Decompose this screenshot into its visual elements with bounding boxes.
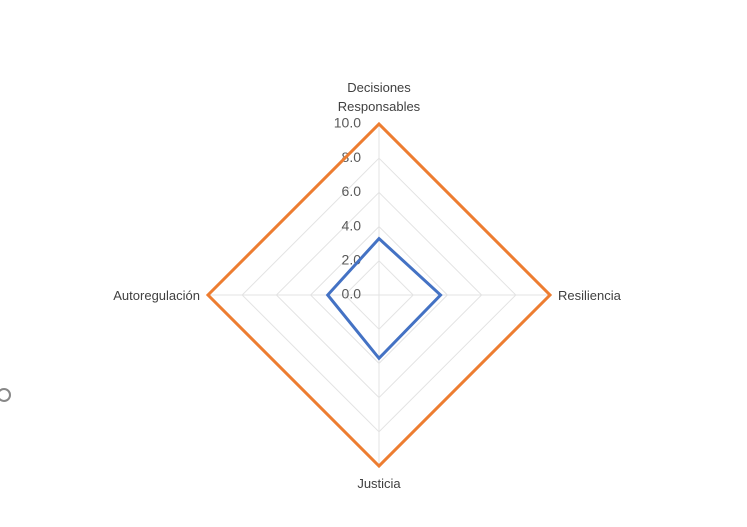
category-label: Justicia: [357, 476, 401, 491]
series-line: [325, 236, 443, 361]
category-label: Autoregulación: [113, 287, 200, 303]
tick-label: 6.0: [342, 183, 362, 199]
tick-label: 4.0: [342, 217, 362, 233]
edge-icon: [0, 388, 11, 402]
category-label: Resiliencia: [558, 287, 621, 303]
category-label: Decisiones Responsables: [337, 80, 421, 114]
series-line: [205, 121, 553, 469]
tick-label: 8.0: [342, 149, 362, 165]
tick-label: 0.0: [342, 286, 362, 302]
tick-label: 10.0: [334, 115, 361, 131]
